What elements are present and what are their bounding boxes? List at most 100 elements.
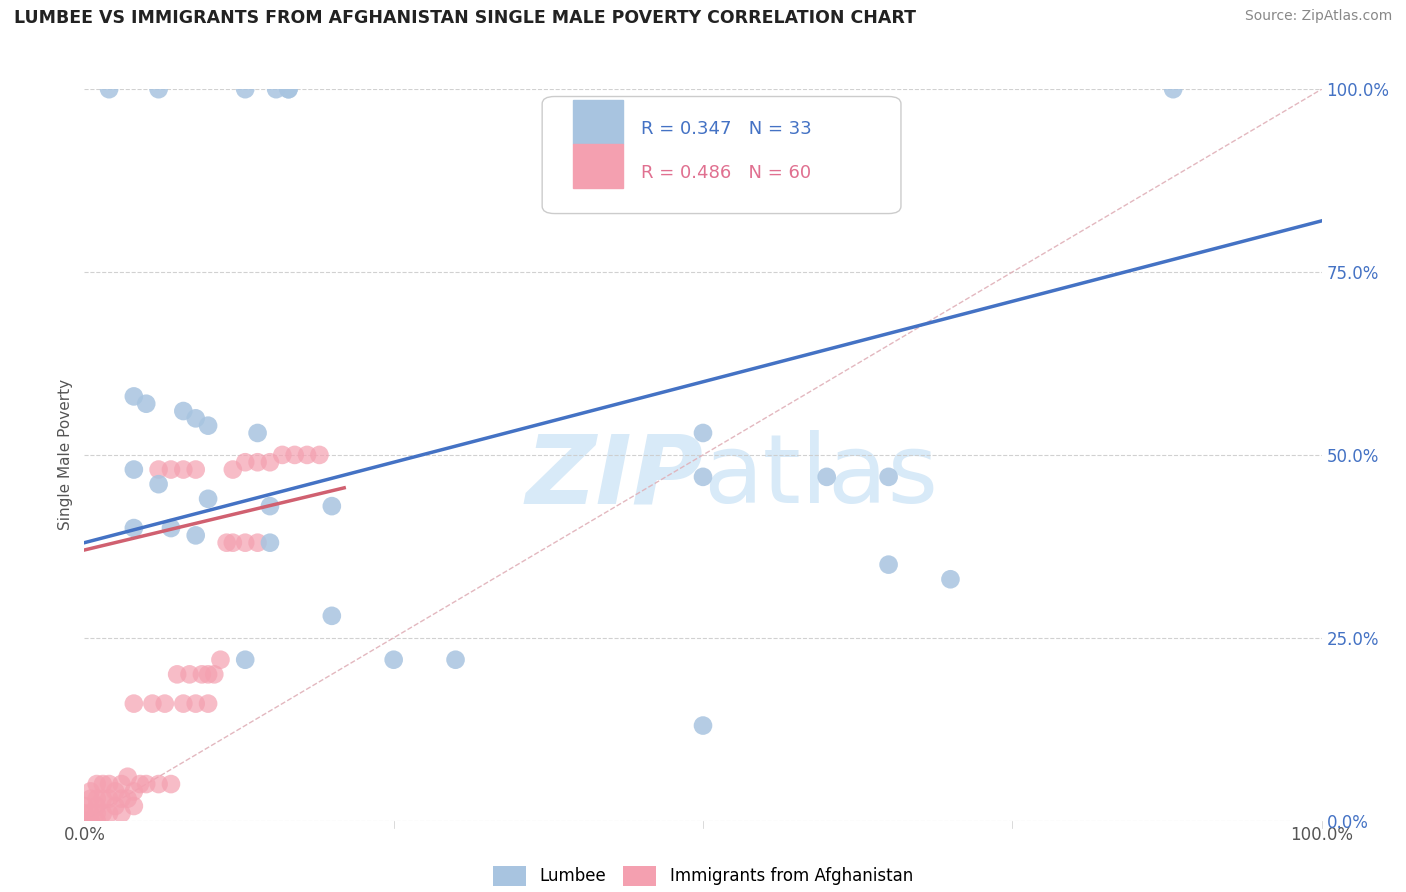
Point bbox=[184, 411, 207, 425]
Point bbox=[91, 791, 114, 805]
Point bbox=[160, 462, 183, 476]
Point bbox=[233, 653, 256, 667]
Point bbox=[246, 455, 269, 469]
Point bbox=[79, 814, 101, 828]
Point bbox=[233, 82, 256, 96]
Point bbox=[184, 528, 207, 542]
Point bbox=[98, 791, 121, 805]
Point bbox=[1161, 82, 1184, 96]
Point bbox=[321, 499, 343, 513]
Point bbox=[122, 521, 145, 535]
Point bbox=[264, 82, 287, 96]
Point bbox=[122, 462, 145, 476]
Text: ZIP: ZIP bbox=[524, 430, 703, 524]
Point bbox=[692, 718, 714, 732]
Point bbox=[79, 806, 101, 821]
Bar bbox=[574, 100, 623, 145]
Point bbox=[148, 462, 170, 476]
Point bbox=[122, 784, 145, 798]
Point bbox=[877, 470, 900, 484]
Point bbox=[321, 608, 343, 623]
Y-axis label: Single Male Poverty: Single Male Poverty bbox=[58, 379, 73, 531]
Point bbox=[233, 455, 256, 469]
Point bbox=[148, 82, 170, 96]
Text: R = 0.347   N = 33: R = 0.347 N = 33 bbox=[641, 120, 811, 138]
Point bbox=[209, 653, 232, 667]
Point bbox=[271, 448, 294, 462]
Point bbox=[160, 777, 183, 791]
Point bbox=[160, 521, 183, 535]
Point bbox=[135, 777, 157, 791]
Point bbox=[135, 397, 157, 411]
Point bbox=[91, 806, 114, 821]
Point bbox=[197, 667, 219, 681]
Point bbox=[73, 799, 96, 814]
Point bbox=[91, 777, 114, 791]
Point bbox=[110, 777, 132, 791]
Point bbox=[277, 82, 299, 96]
Point bbox=[284, 448, 307, 462]
Legend: Lumbee, Immigrants from Afghanistan: Lumbee, Immigrants from Afghanistan bbox=[486, 859, 920, 892]
Point bbox=[98, 777, 121, 791]
Point bbox=[179, 667, 201, 681]
Text: LUMBEE VS IMMIGRANTS FROM AFGHANISTAN SINGLE MALE POVERTY CORRELATION CHART: LUMBEE VS IMMIGRANTS FROM AFGHANISTAN SI… bbox=[14, 9, 917, 27]
Point bbox=[86, 791, 108, 805]
Point bbox=[184, 462, 207, 476]
Point bbox=[939, 572, 962, 586]
Point bbox=[73, 814, 96, 828]
Point bbox=[246, 535, 269, 549]
Point bbox=[277, 82, 299, 96]
Point bbox=[215, 535, 238, 549]
Point bbox=[222, 535, 245, 549]
Point bbox=[122, 697, 145, 711]
Point bbox=[202, 667, 225, 681]
Point bbox=[98, 82, 121, 96]
Point bbox=[110, 806, 132, 821]
Point bbox=[877, 558, 900, 572]
Point bbox=[104, 784, 127, 798]
Point bbox=[117, 770, 139, 784]
Point bbox=[246, 425, 269, 440]
Point bbox=[117, 791, 139, 805]
Point bbox=[79, 791, 101, 805]
Point bbox=[382, 653, 405, 667]
Point bbox=[86, 806, 108, 821]
Point bbox=[79, 784, 101, 798]
Point bbox=[172, 462, 194, 476]
Point bbox=[122, 799, 145, 814]
Point bbox=[172, 404, 194, 418]
Point bbox=[148, 777, 170, 791]
Point bbox=[172, 697, 194, 711]
Point bbox=[184, 697, 207, 711]
Text: atlas: atlas bbox=[703, 430, 938, 524]
Point bbox=[86, 814, 108, 828]
FancyBboxPatch shape bbox=[543, 96, 901, 213]
Point bbox=[233, 535, 256, 549]
Point bbox=[444, 653, 467, 667]
Point bbox=[197, 697, 219, 711]
Point bbox=[141, 697, 163, 711]
Point bbox=[166, 667, 188, 681]
Point bbox=[259, 535, 281, 549]
Bar bbox=[574, 144, 623, 188]
Point bbox=[110, 791, 132, 805]
Point bbox=[197, 418, 219, 433]
Point bbox=[73, 806, 96, 821]
Text: Source: ZipAtlas.com: Source: ZipAtlas.com bbox=[1244, 9, 1392, 23]
Point bbox=[86, 799, 108, 814]
Point bbox=[129, 777, 152, 791]
Point bbox=[222, 462, 245, 476]
Point bbox=[153, 697, 176, 711]
Point bbox=[86, 777, 108, 791]
Point bbox=[692, 470, 714, 484]
Point bbox=[191, 667, 214, 681]
Point bbox=[148, 477, 170, 491]
Text: R = 0.486   N = 60: R = 0.486 N = 60 bbox=[641, 164, 811, 182]
Point bbox=[197, 491, 219, 506]
Point bbox=[259, 499, 281, 513]
Point bbox=[259, 455, 281, 469]
Point bbox=[295, 448, 318, 462]
Point bbox=[104, 799, 127, 814]
Point bbox=[122, 389, 145, 403]
Point bbox=[815, 470, 838, 484]
